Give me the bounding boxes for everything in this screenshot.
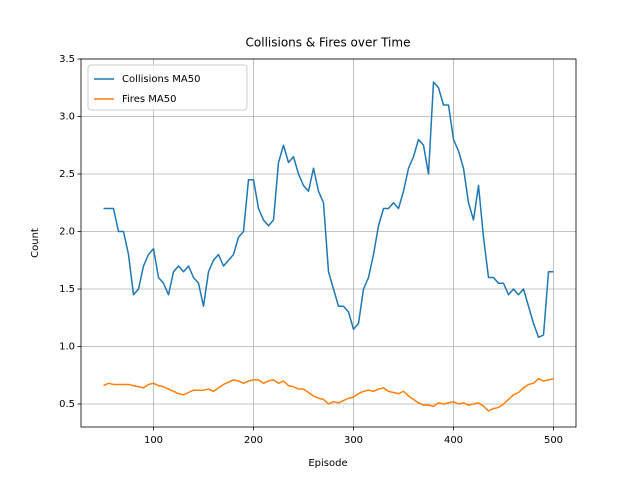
x-tick-label: 100 bbox=[144, 435, 163, 446]
y-tick-label: 0.5 bbox=[59, 399, 75, 410]
x-tick-label: 500 bbox=[544, 435, 563, 446]
x-axis-label: Episode bbox=[308, 458, 347, 469]
y-tick-label: 2.5 bbox=[59, 169, 75, 180]
y-axis-label: Count bbox=[30, 228, 41, 258]
legend-label: Collisions MA50 bbox=[122, 74, 200, 85]
y-tick-label: 3.5 bbox=[59, 54, 75, 65]
x-tick-label: 300 bbox=[344, 435, 363, 446]
x-tick-label: 200 bbox=[244, 435, 263, 446]
series-line bbox=[103, 377, 554, 412]
y-tick-label: 1.5 bbox=[59, 284, 75, 295]
legend-box bbox=[87, 64, 248, 111]
y-tick-label: 2.0 bbox=[59, 227, 75, 238]
chart-title: Collisions & Fires over Time bbox=[246, 36, 411, 50]
y-tick-label: 1.0 bbox=[59, 342, 75, 353]
plot-frame bbox=[80, 58, 577, 428]
x-tick-label: 400 bbox=[444, 435, 463, 446]
series-line bbox=[103, 81, 554, 339]
legend-label: Fires MA50 bbox=[122, 94, 176, 105]
y-tick-label: 3.0 bbox=[59, 112, 75, 123]
